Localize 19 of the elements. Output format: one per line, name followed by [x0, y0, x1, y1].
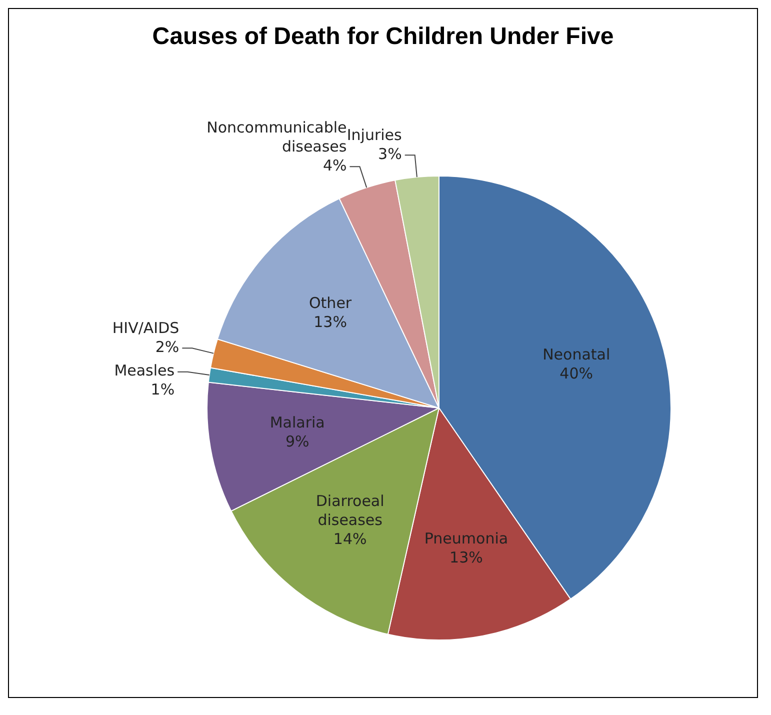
- data-label: 14%: [333, 530, 367, 548]
- data-label: 2%: [155, 338, 180, 356]
- slice-label: HIV/AIDS: [112, 319, 180, 338]
- slice-label: Malaria: [270, 413, 325, 432]
- slice-label: Diarroeal diseases: [316, 492, 384, 529]
- slice-label: Noncommunicable diseases: [206, 118, 347, 156]
- data-label: 13%: [314, 313, 347, 332]
- slice-label: Other: [308, 294, 352, 312]
- data-label: 9%: [285, 432, 310, 450]
- data-label: 3%: [378, 145, 402, 164]
- data-label: 13%: [450, 548, 483, 567]
- data-label: 4%: [322, 156, 347, 175]
- slice-label: Injuries: [346, 126, 402, 144]
- chart-title: Causes of Death for Children Under Five: [151, 22, 615, 52]
- slice-label: Measles: [114, 362, 175, 380]
- slice-label: Neonatal: [542, 346, 610, 364]
- slice-label: Pneumonia: [424, 530, 508, 548]
- data-label: 40%: [560, 364, 594, 383]
- data-label: 1%: [150, 380, 175, 399]
